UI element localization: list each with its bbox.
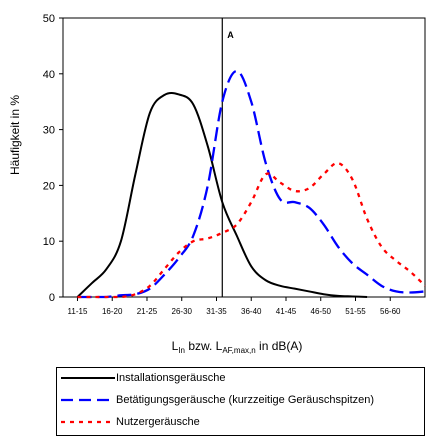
x-tick-label: 31-35 (206, 307, 227, 316)
legend-swatch (61, 420, 115, 424)
y-axis-label: Häufigkeit in % (8, 95, 22, 175)
y-tick-label: 10 (43, 236, 55, 248)
series-line-3 (77, 161, 426, 299)
x-tick-label: 26-30 (172, 307, 193, 316)
plot-frame (62, 17, 426, 298)
legend-swatch (61, 398, 115, 402)
plot-area: 0 10 20 30 40 50 11-15 16-20 21-25 26-30 31-35 36-4… (43, 13, 426, 316)
y-tick-label: 0 (49, 292, 55, 304)
legend-item-installationsgeraeusche: Installationsgeräusche (57, 368, 424, 390)
series-line-2 (77, 69, 426, 299)
x-tick-label: 21-25 (137, 307, 158, 316)
legend-item-betaetigungsgeraeusche: Betätigungsgeräusche (kurzzeitige Geräus… (57, 390, 424, 412)
legend-item-nutzergeraeusche: Nutzergeräusche (57, 412, 424, 434)
legend-label: Nutzergeräusche (116, 416, 200, 428)
legend: Installationsgeräusche Betätigungsgeräus… (56, 367, 425, 436)
legend-label: Installationsgeräusche (116, 372, 226, 384)
line-chart: 0 10 20 30 40 50 11-15 16-20 21-25 26-30 31-35 36-4… (8, 13, 426, 355)
x-tick-label: 36-40 (241, 307, 262, 316)
x-axis-label: LIn bzw. LAF,max,n in dB(A) (172, 339, 303, 355)
x-tick-label: 51-55 (345, 307, 366, 316)
annotation-label: A (227, 30, 234, 40)
x-tick-label: 41-45 (276, 307, 297, 316)
y-tick-label: 30 (43, 125, 55, 137)
legend-label: Betätigungsgeräusche (kurzzeitige Geräus… (116, 394, 375, 406)
legend-swatch (61, 377, 115, 379)
series-line-1 (76, 91, 368, 298)
x-tick-label: 46-50 (311, 307, 332, 316)
y-tick-label: 40 (43, 69, 55, 81)
y-tick-label: 50 (43, 13, 55, 25)
y-tick-label: 20 (43, 180, 55, 192)
x-tick-label: 56-60 (380, 307, 401, 316)
x-tick-label: 11-15 (68, 307, 88, 316)
x-tick-label: 16-20 (102, 307, 123, 316)
